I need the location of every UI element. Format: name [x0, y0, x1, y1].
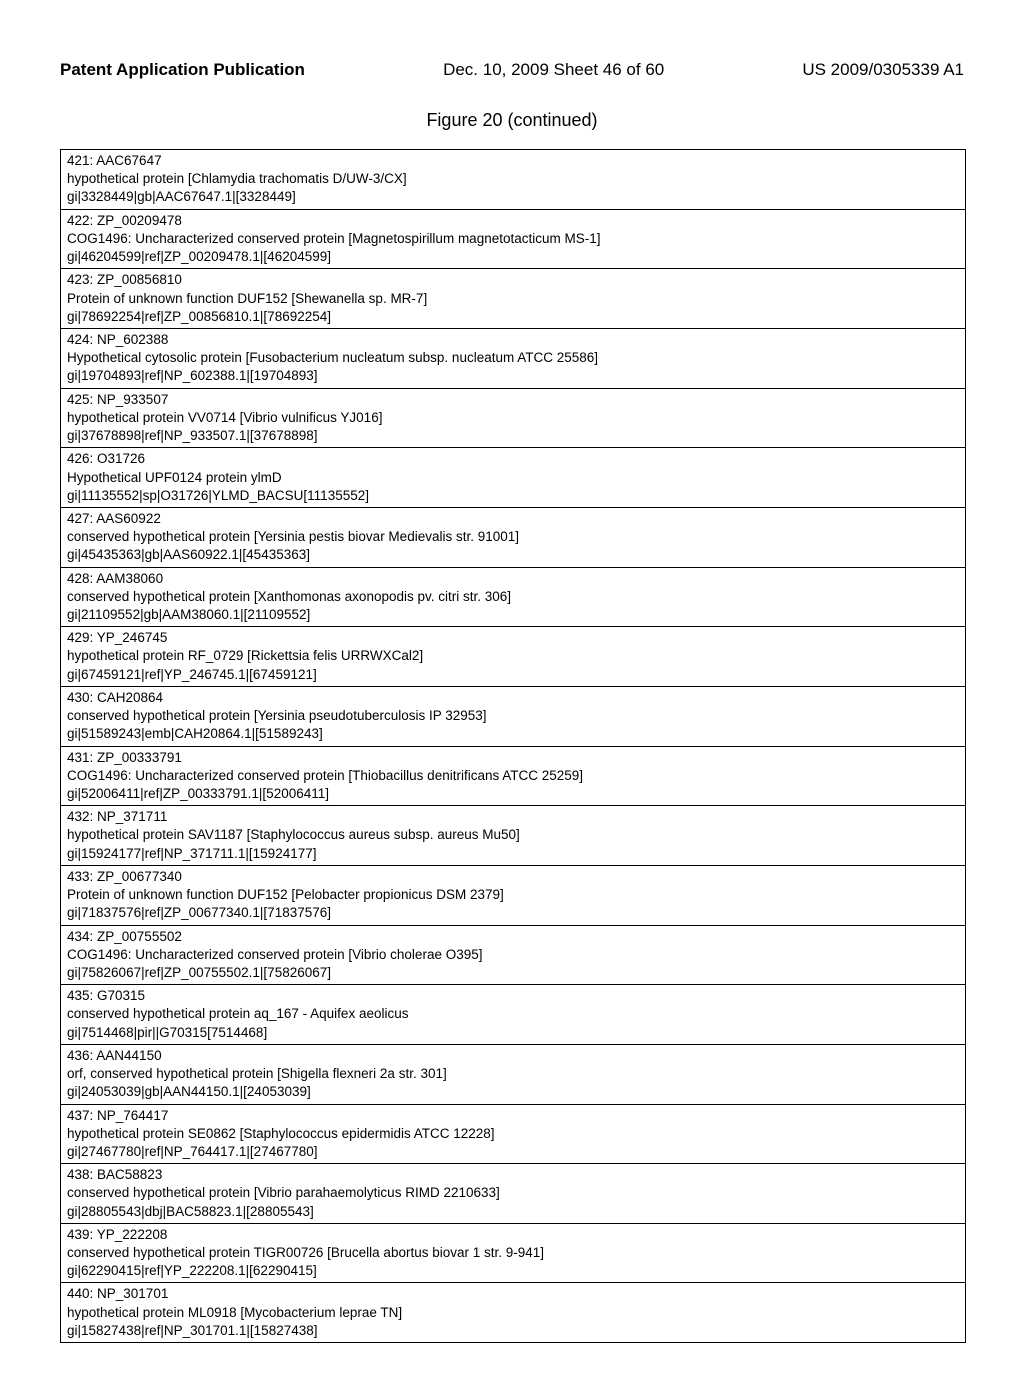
entry-description: Protein of unknown function DUF152 [Pelo…: [67, 886, 959, 904]
entry-id: 427: AAS60922: [67, 510, 959, 528]
entry-accession: gi|27467780|ref|NP_764417.1|[27467780]: [67, 1143, 959, 1161]
entry-row: 427: AAS60922conserved hypothetical prot…: [61, 508, 965, 568]
entry-accession: gi|24053039|gb|AAN44150.1|[24053039]: [67, 1083, 959, 1101]
entry-accession: gi|19704893|ref|NP_602388.1|[19704893]: [67, 367, 959, 385]
entry-accession: gi|51589243|emb|CAH20864.1|[51589243]: [67, 725, 959, 743]
entry-row: 428: AAM38060conserved hypothetical prot…: [61, 568, 965, 628]
entry-description: conserved hypothetical protein aq_167 - …: [67, 1005, 959, 1023]
entry-id: 433: ZP_00677340: [67, 868, 959, 886]
entry-row: 435: G70315conserved hypothetical protei…: [61, 985, 965, 1045]
entry-id: 440: NP_301701: [67, 1285, 959, 1303]
entry-row: 437: NP_764417hypothetical protein SE086…: [61, 1105, 965, 1165]
entry-description: COG1496: Uncharacterized conserved prote…: [67, 946, 959, 964]
entry-id: 437: NP_764417: [67, 1107, 959, 1125]
entry-row: 421: AAC67647hypothetical protein [Chlam…: [61, 150, 965, 210]
entry-id: 426: O31726: [67, 450, 959, 468]
entry-id: 434: ZP_00755502: [67, 928, 959, 946]
entry-accession: gi|15924177|ref|NP_371711.1|[15924177]: [67, 845, 959, 863]
entry-id: 430: CAH20864: [67, 689, 959, 707]
entry-accession: gi|7514468|pir||G70315[7514468]: [67, 1024, 959, 1042]
entry-id: 423: ZP_00856810: [67, 271, 959, 289]
entries-table: 421: AAC67647hypothetical protein [Chlam…: [60, 149, 966, 1343]
entry-accession: gi|15827438|ref|NP_301701.1|[15827438]: [67, 1322, 959, 1340]
entry-description: COG1496: Uncharacterized conserved prote…: [67, 767, 959, 785]
entry-accession: gi|78692254|ref|ZP_00856810.1|[78692254]: [67, 308, 959, 326]
figure-title: Figure 20 (continued): [60, 110, 964, 131]
entry-description: Hypothetical cytosolic protein [Fusobact…: [67, 349, 959, 367]
entry-id: 431: ZP_00333791: [67, 749, 959, 767]
entry-row: 425: NP_933507hypothetical protein VV071…: [61, 389, 965, 449]
entry-description: conserved hypothetical protein [Yersinia…: [67, 528, 959, 546]
entry-description: hypothetical protein ML0918 [Mycobacteri…: [67, 1304, 959, 1322]
entry-description: COG1496: Uncharacterized conserved prote…: [67, 230, 959, 248]
header-center: Dec. 10, 2009 Sheet 46 of 60: [443, 60, 664, 80]
entry-accession: gi|37678898|ref|NP_933507.1|[37678898]: [67, 427, 959, 445]
entry-accession: gi|71837576|ref|ZP_00677340.1|[71837576]: [67, 904, 959, 922]
entry-id: 428: AAM38060: [67, 570, 959, 588]
entry-row: 438: BAC58823conserved hypothetical prot…: [61, 1164, 965, 1224]
entry-row: 426: O31726Hypothetical UPF0124 protein …: [61, 448, 965, 508]
entry-accession: gi|52006411|ref|ZP_00333791.1|[52006411]: [67, 785, 959, 803]
entry-description: conserved hypothetical protein [Yersinia…: [67, 707, 959, 725]
header-left: Patent Application Publication: [60, 60, 305, 80]
entry-id: 429: YP_246745: [67, 629, 959, 647]
entry-description: Protein of unknown function DUF152 [Shew…: [67, 290, 959, 308]
entry-id: 438: BAC58823: [67, 1166, 959, 1184]
entry-row: 430: CAH20864conserved hypothetical prot…: [61, 687, 965, 747]
entry-row: 440: NP_301701hypothetical protein ML091…: [61, 1283, 965, 1342]
entry-id: 435: G70315: [67, 987, 959, 1005]
entry-id: 436: AAN44150: [67, 1047, 959, 1065]
entry-description: hypothetical protein VV0714 [Vibrio vuln…: [67, 409, 959, 427]
entry-id: 439: YP_222208: [67, 1226, 959, 1244]
entry-accession: gi|46204599|ref|ZP_00209478.1|[46204599]: [67, 248, 959, 266]
entry-accession: gi|45435363|gb|AAS60922.1|[45435363]: [67, 546, 959, 564]
entry-description: conserved hypothetical protein TIGR00726…: [67, 1244, 959, 1262]
entry-accession: gi|62290415|ref|YP_222208.1|[62290415]: [67, 1262, 959, 1280]
entry-description: conserved hypothetical protein [Xanthomo…: [67, 588, 959, 606]
entry-description: hypothetical protein [Chlamydia trachoma…: [67, 170, 959, 188]
entry-row: 439: YP_222208conserved hypothetical pro…: [61, 1224, 965, 1284]
entry-row: 436: AAN44150orf, conserved hypothetical…: [61, 1045, 965, 1105]
entry-row: 431: ZP_00333791COG1496: Uncharacterized…: [61, 747, 965, 807]
page-container: Patent Application Publication Dec. 10, …: [0, 0, 1024, 1383]
entry-description: hypothetical protein SE0862 [Staphylococ…: [67, 1125, 959, 1143]
entry-id: 432: NP_371711: [67, 808, 959, 826]
entry-description: hypothetical protein SAV1187 [Staphyloco…: [67, 826, 959, 844]
entry-row: 434: ZP_00755502COG1496: Uncharacterized…: [61, 926, 965, 986]
page-header: Patent Application Publication Dec. 10, …: [60, 60, 964, 80]
entry-description: Hypothetical UPF0124 protein ylmD: [67, 469, 959, 487]
entry-row: 433: ZP_00677340Protein of unknown funct…: [61, 866, 965, 926]
entry-row: 432: NP_371711hypothetical protein SAV11…: [61, 806, 965, 866]
entry-accession: gi|11135552|sp|O31726|YLMD_BACSU[1113555…: [67, 487, 959, 505]
header-right: US 2009/0305339 A1: [802, 60, 964, 80]
entry-id: 425: NP_933507: [67, 391, 959, 409]
entry-description: conserved hypothetical protein [Vibrio p…: [67, 1184, 959, 1202]
entry-row: 422: ZP_00209478COG1496: Uncharacterized…: [61, 210, 965, 270]
entry-row: 424: NP_602388Hypothetical cytosolic pro…: [61, 329, 965, 389]
entry-id: 424: NP_602388: [67, 331, 959, 349]
entry-row: 429: YP_246745hypothetical protein RF_07…: [61, 627, 965, 687]
entry-id: 421: AAC67647: [67, 152, 959, 170]
entry-id: 422: ZP_00209478: [67, 212, 959, 230]
entry-description: orf, conserved hypothetical protein [Shi…: [67, 1065, 959, 1083]
entry-accession: gi|28805543|dbj|BAC58823.1|[28805543]: [67, 1203, 959, 1221]
entry-description: hypothetical protein RF_0729 [Rickettsia…: [67, 647, 959, 665]
entry-accession: gi|67459121|ref|YP_246745.1|[67459121]: [67, 666, 959, 684]
entry-accession: gi|21109552|gb|AAM38060.1|[21109552]: [67, 606, 959, 624]
entry-accession: gi|75826067|ref|ZP_00755502.1|[75826067]: [67, 964, 959, 982]
entry-row: 423: ZP_00856810Protein of unknown funct…: [61, 269, 965, 329]
entry-accession: gi|3328449|gb|AAC67647.1|[3328449]: [67, 188, 959, 206]
